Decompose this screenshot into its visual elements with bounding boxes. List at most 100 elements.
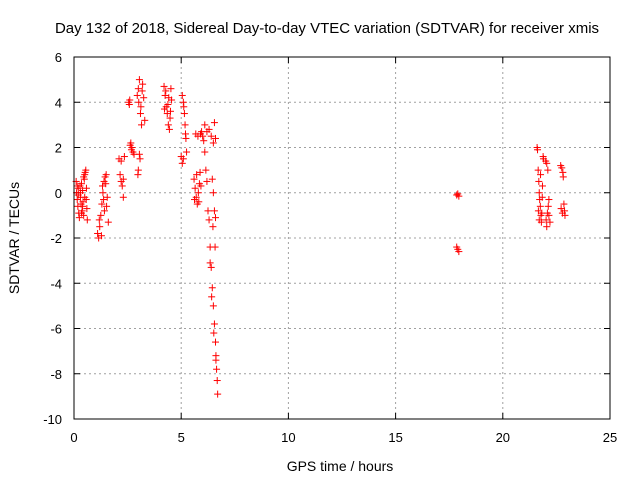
data-point	[136, 110, 144, 118]
data-point	[136, 155, 144, 163]
data-point	[179, 155, 187, 163]
x-tick-label: 25	[603, 430, 617, 445]
data-point	[119, 193, 127, 201]
x-tick-labels: 0 5 10 15 20 25	[70, 430, 617, 445]
data-point	[183, 148, 191, 156]
data-point	[73, 182, 81, 190]
data-point	[82, 184, 90, 192]
data-point	[546, 218, 554, 226]
data-point	[160, 82, 168, 90]
data-point	[538, 193, 546, 201]
data-point	[201, 148, 209, 156]
data-point	[94, 229, 102, 237]
data-point	[536, 202, 544, 210]
data-point	[180, 103, 188, 111]
data-point	[190, 175, 198, 183]
data-point	[126, 141, 134, 149]
data-point	[212, 338, 220, 346]
data-point	[559, 173, 567, 181]
y-tick-label: 6	[55, 50, 62, 65]
chart-title: Day 132 of 2018, Sidereal Day-to-day VTE…	[55, 20, 599, 37]
data-point	[119, 175, 127, 183]
data-point	[190, 196, 198, 204]
data-point	[135, 98, 143, 106]
data-point	[83, 205, 91, 213]
data-point	[103, 202, 111, 210]
data-point	[78, 209, 86, 217]
data-point	[165, 94, 173, 102]
data-point	[534, 146, 542, 154]
data-point	[205, 216, 213, 224]
data-point	[210, 119, 218, 127]
data-point	[178, 91, 186, 99]
data-point	[557, 205, 565, 213]
data-point	[196, 168, 204, 176]
data-point	[118, 182, 126, 190]
data-point	[208, 293, 216, 301]
data-point	[166, 107, 174, 115]
data-point	[534, 166, 542, 174]
data-point	[80, 173, 88, 181]
data-points	[72, 76, 569, 398]
data-point	[194, 189, 202, 197]
data-point	[455, 248, 463, 256]
data-point	[138, 121, 146, 129]
data-point	[166, 114, 174, 122]
data-point	[138, 87, 146, 95]
data-point	[209, 189, 217, 197]
data-point	[116, 171, 124, 179]
data-point	[455, 192, 463, 200]
y-tick-label: 4	[55, 95, 62, 110]
data-point	[206, 259, 214, 267]
data-point	[160, 105, 168, 113]
data-point	[78, 180, 86, 188]
data-point	[214, 390, 222, 398]
data-point	[544, 202, 552, 210]
x-tick-label: 0	[70, 430, 77, 445]
data-point	[203, 177, 211, 185]
data-point	[201, 121, 209, 129]
data-point	[535, 189, 543, 197]
y-tick-label: 2	[55, 141, 62, 156]
data-point	[543, 159, 551, 167]
data-point	[210, 329, 218, 337]
data-point	[81, 193, 89, 201]
data-point	[200, 137, 208, 145]
data-point	[141, 116, 149, 124]
data-point	[100, 207, 108, 215]
data-point	[135, 150, 143, 158]
data-point	[165, 125, 173, 133]
data-point	[208, 284, 216, 292]
data-point	[82, 166, 90, 174]
data-point	[534, 207, 542, 215]
data-point	[543, 209, 551, 217]
data-point	[135, 76, 143, 84]
data-point	[102, 171, 110, 179]
data-point	[96, 223, 104, 231]
data-point	[537, 171, 545, 179]
data-point	[75, 214, 83, 222]
data-point	[117, 157, 125, 165]
data-point	[127, 146, 135, 154]
data-point	[98, 200, 106, 208]
data-point	[213, 365, 221, 373]
data-point	[212, 134, 220, 142]
data-point	[137, 103, 145, 111]
data-point	[164, 101, 172, 109]
data-point	[100, 196, 108, 204]
data-point	[178, 159, 186, 167]
data-point	[140, 94, 148, 102]
data-point	[103, 193, 111, 201]
y-tick-label: -6	[50, 322, 62, 337]
data-point	[76, 189, 84, 197]
data-point	[209, 302, 217, 310]
data-point	[180, 110, 188, 118]
data-point	[207, 263, 215, 271]
data-point	[83, 216, 91, 224]
data-point	[126, 96, 134, 104]
data-point	[202, 166, 210, 174]
data-point	[535, 216, 543, 224]
data-point	[197, 182, 205, 190]
data-point	[167, 85, 175, 93]
data-point	[210, 320, 218, 328]
